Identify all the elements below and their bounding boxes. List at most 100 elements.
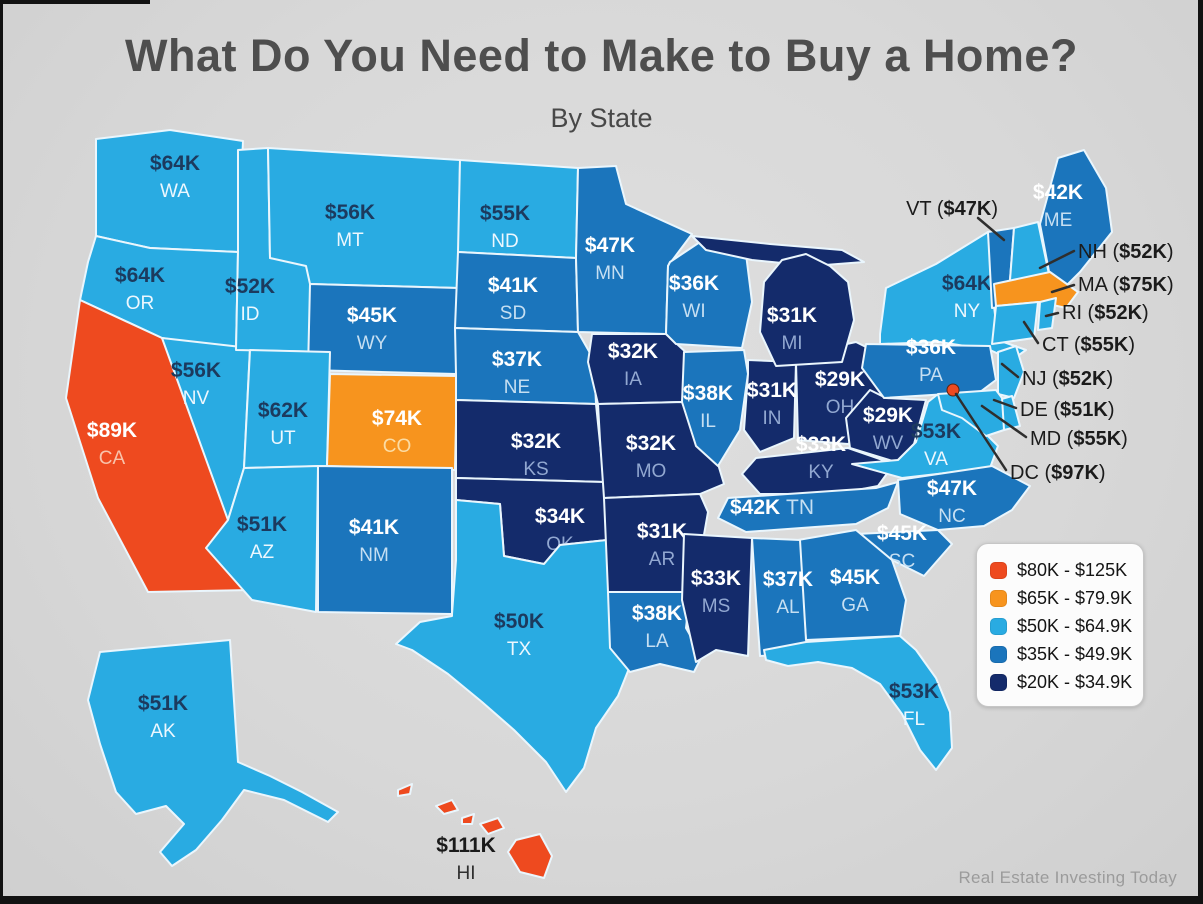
page-subtitle: By State — [550, 103, 653, 133]
photo-border-top-left — [0, 0, 150, 4]
state-value-MS: $33K — [691, 567, 741, 590]
state-abbr-AL: AL — [776, 597, 799, 618]
state-label-TN: $42K TN — [730, 496, 814, 519]
state-value-WY: $45K — [347, 304, 397, 327]
state-abbr-MN: MN — [595, 263, 625, 284]
state-value-MT: $56K — [325, 201, 375, 224]
state-value-VA: $53K — [911, 420, 961, 443]
state-abbr-WI: WI — [682, 301, 705, 322]
state-value-NM: $41K — [349, 516, 399, 539]
callout-label-NJ: NJ ($52K) — [1022, 368, 1113, 390]
state-value-LA: $38K — [632, 602, 682, 625]
state-FL — [763, 635, 953, 771]
state-abbr-ID: ID — [241, 304, 260, 325]
callout-line-NJ — [1000, 362, 1020, 379]
callout-label-CT: CT ($55K) — [1042, 334, 1135, 356]
photo-border-left — [0, 0, 3, 904]
state-abbr-AZ: AZ — [250, 542, 275, 563]
state-value-GA: $45K — [830, 566, 880, 589]
state-abbr-LA: LA — [645, 631, 669, 652]
callout-line-VT — [976, 216, 1006, 242]
state-value-MI: $31K — [767, 304, 817, 327]
state-abbr-AR: AR — [649, 549, 675, 570]
state-value-PA: $36K — [906, 336, 956, 359]
credit-text: Real Estate Investing Today — [958, 868, 1177, 887]
state-abbr-IA: IA — [624, 369, 642, 390]
state-HI — [435, 799, 459, 815]
state-NM — [317, 465, 453, 615]
state-value-NE: $37K — [492, 348, 542, 371]
callout-line-MD — [980, 404, 1028, 439]
state-HI — [397, 783, 413, 797]
state-NC — [897, 465, 1031, 531]
state-value-FL: $53K — [889, 680, 939, 703]
state-abbr-VA: VA — [924, 449, 948, 470]
state-abbr-KS: KS — [523, 459, 548, 480]
state-abbr-NY: NY — [954, 301, 981, 322]
state-abbr-NM: NM — [359, 545, 389, 566]
state-abbr-CA: CA — [99, 448, 126, 469]
state-HI — [461, 813, 475, 825]
state-WV — [845, 389, 927, 463]
state-value-ME: $42K — [1033, 181, 1083, 204]
legend-label: $65K - $79.9K — [1017, 587, 1133, 608]
state-HI — [507, 833, 553, 879]
state-abbr-NC: NC — [938, 506, 965, 527]
state-value-AZ: $51K — [237, 513, 287, 536]
state-abbr-ME: ME — [1044, 210, 1073, 231]
state-value-MO: $32K — [626, 432, 676, 455]
state-value-WA: $64K — [150, 152, 200, 175]
legend-swatch — [990, 589, 1007, 607]
state-abbr-PA: PA — [919, 365, 943, 386]
legend: $80K - $125K $65K - $79.9K $50K - $64.9K $3… — [976, 543, 1144, 707]
state-IL — [681, 349, 749, 467]
callout-label-NH: NH ($52K) — [1078, 241, 1174, 263]
state-abbr-MI: MI — [781, 333, 802, 354]
state-abbr-UT: UT — [270, 428, 296, 449]
callout-line-RI — [1044, 311, 1060, 318]
photo-border-right — [1198, 0, 1203, 904]
state-value-IA: $32K — [608, 340, 658, 363]
callout-label-VT: VT ($47K) — [906, 198, 998, 220]
state-abbr-GA: GA — [841, 595, 869, 616]
callout-line-DC — [954, 392, 1008, 472]
state-value-WI: $36K — [669, 272, 719, 295]
state-value-AR: $31K — [637, 520, 687, 543]
callout-line-NH — [1038, 249, 1076, 270]
legend-label: $35K - $49.9K — [1017, 643, 1133, 664]
legend-item: $20K - $34.9K — [990, 668, 1135, 696]
state-value-SC: $45K — [877, 522, 927, 545]
state-abbr-SD: SD — [500, 303, 526, 324]
state-CT — [991, 301, 1039, 345]
callout-line-MA — [1050, 283, 1076, 294]
state-value-OK: $34K — [535, 505, 585, 528]
legend-swatch — [990, 617, 1007, 635]
state-RI — [1037, 297, 1057, 331]
state-value-NV: $56K — [171, 359, 221, 382]
state-abbr-MO: MO — [636, 461, 667, 482]
state-TN — [717, 481, 899, 533]
state-abbr-MS: MS — [702, 596, 731, 617]
state-value-WV: $29K — [863, 404, 913, 427]
state-MD — [937, 389, 1005, 437]
legend-item: $50K - $64.9K — [990, 612, 1135, 640]
state-value-ND: $55K — [480, 202, 530, 225]
state-abbr-FL: FL — [903, 709, 925, 730]
callout-label-DE: DE ($51K) — [1020, 399, 1114, 421]
state-value-KS: $32K — [511, 430, 561, 453]
legend-swatch — [990, 645, 1007, 663]
state-value-NC: $47K — [927, 477, 977, 500]
legend-label: $20K - $34.9K — [1017, 671, 1133, 692]
state-value-OR: $64K — [115, 264, 165, 287]
state-value-KY: $33K — [796, 433, 846, 456]
state-abbr-AK: AK — [150, 721, 176, 742]
state-abbr-IN: IN — [763, 408, 782, 429]
state-abbr-OH: OH — [826, 397, 855, 418]
state-value-TX: $50K — [494, 610, 544, 633]
legend-item: $80K - $125K — [990, 556, 1135, 584]
state-abbr-IL: IL — [700, 411, 716, 432]
state-MI — [691, 235, 865, 267]
state-value-OH: $29K — [815, 368, 865, 391]
